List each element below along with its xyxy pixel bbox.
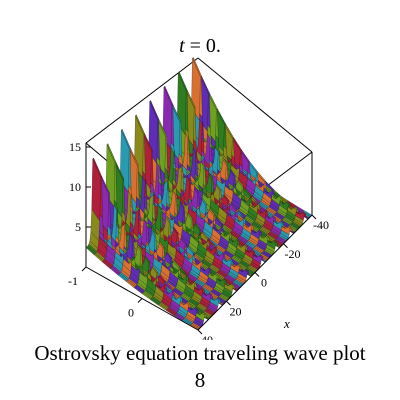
tick-mark	[197, 329, 203, 335]
tick-mark	[81, 266, 87, 272]
y-tick-label: 0	[128, 306, 134, 320]
title-variable: t	[179, 35, 185, 57]
surface-plot: t = 0. 5 10 15 -1 0 -40 -20 0 20 40 x	[68, 35, 329, 340]
axis-ticks: 5 10 15 -1 0 -40 -20 0 20 40	[68, 140, 329, 340]
plot-title: t = 0.	[179, 35, 221, 57]
box-edge	[197, 57, 313, 153]
tick-mark	[311, 214, 317, 220]
z-tick-label: 5	[75, 220, 81, 234]
caption-line-2: 8	[194, 368, 206, 392]
figure-caption: Ostrovsky equation traveling wave plot 8	[0, 340, 400, 394]
x-tick-label: 20	[230, 304, 242, 318]
title-value: = 0.	[185, 35, 221, 57]
surface-layer	[85, 57, 313, 331]
z-tick-label: 15	[69, 140, 81, 154]
x-tick-label: -20	[285, 247, 301, 261]
y-tick-label: -1	[68, 274, 78, 288]
tick-mark	[254, 272, 260, 277]
tick-mark	[226, 300, 231, 306]
x-tick-label: 0	[261, 276, 267, 290]
tick-mark	[137, 298, 143, 303]
x-tick-label: 40	[201, 333, 213, 340]
surface-patch	[85, 246, 96, 255]
caption-line-1: Ostrovsky equation traveling wave plot	[34, 341, 366, 365]
x-tick-label: -40	[313, 218, 329, 232]
z-tick-label: 10	[69, 180, 81, 194]
tick-mark	[283, 243, 288, 249]
x-axis-label: x	[283, 316, 290, 331]
